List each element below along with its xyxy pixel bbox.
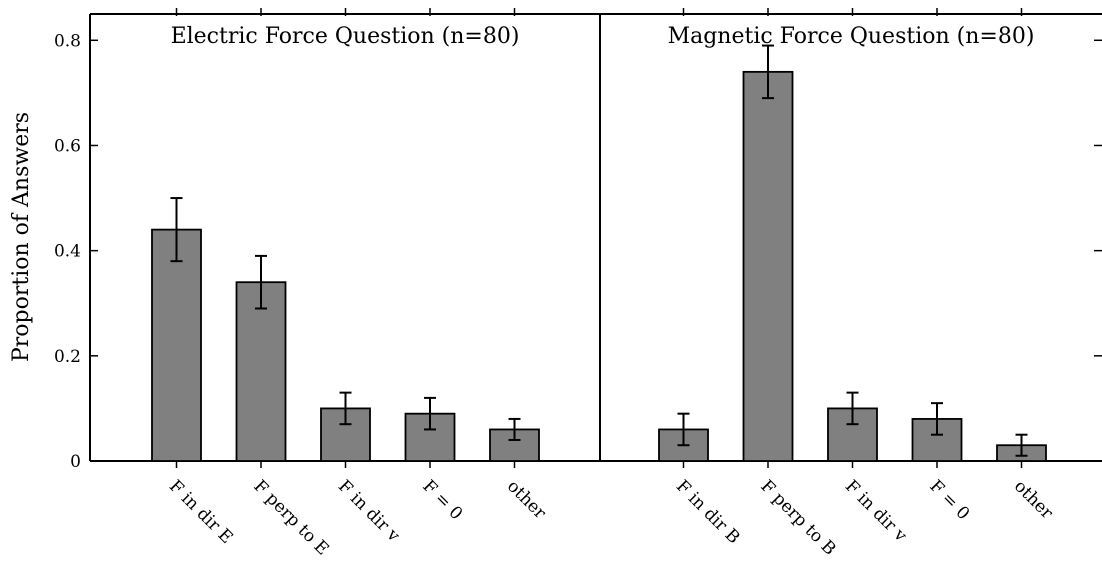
y-tick-label: 0.6 [54, 136, 81, 156]
category-label: F in dir v [334, 476, 404, 546]
y-tick-label: 0.2 [54, 347, 81, 367]
y-axis-label: Proportion of Answers [9, 112, 34, 362]
category-label: other [503, 476, 550, 523]
plot-area: 0 0.2 0.4 0.6 0.8 Electric Force Question (n=… [54, 8, 1102, 560]
category-label: other [1010, 476, 1057, 523]
panel-title: Electric Force Question (n=80) [171, 24, 520, 49]
category-label: F = 0 [418, 476, 466, 524]
bar [151, 228, 202, 462]
category-label: F in dir B [672, 476, 744, 548]
category-label: F perp to B [756, 476, 839, 559]
y-tick-label: 0.8 [54, 31, 81, 51]
bar [742, 70, 794, 462]
y-tick-label: 0 [70, 452, 81, 472]
panel-title: Magnetic Force Question (n=80) [668, 24, 1035, 49]
y-tick-label: 0.4 [54, 242, 81, 262]
category-label: F = 0 [925, 476, 973, 524]
category-label: F perp to E [249, 476, 332, 559]
bar [489, 428, 540, 462]
category-label: F in dir v [841, 476, 911, 546]
category-label: F in dir E [165, 476, 237, 548]
